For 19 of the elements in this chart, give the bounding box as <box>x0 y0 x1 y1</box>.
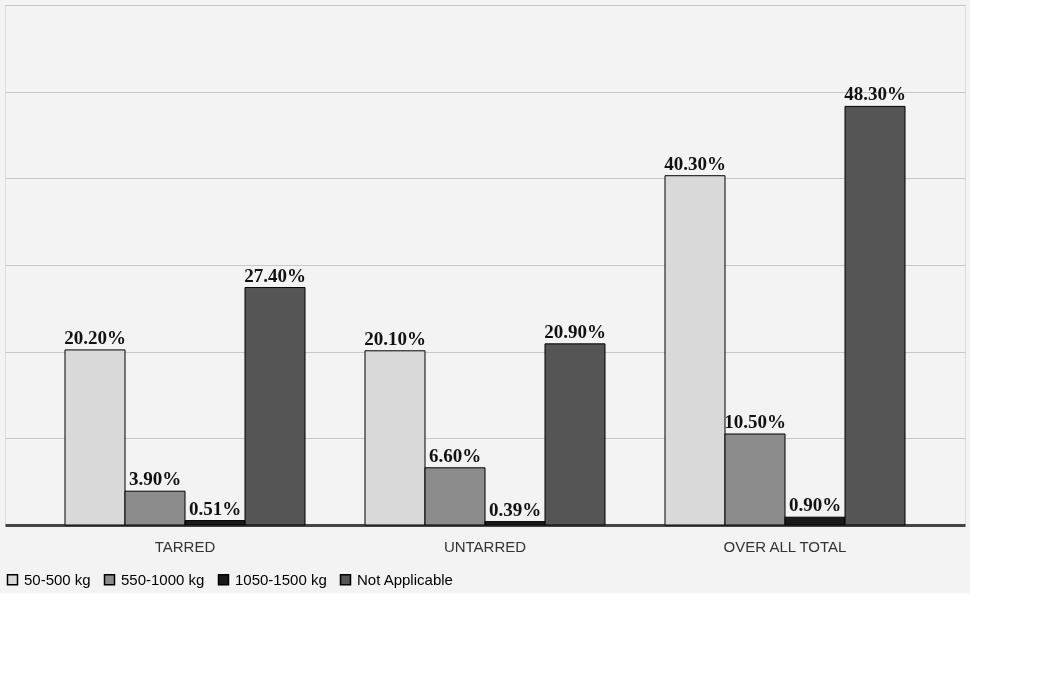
data-label: 3.90% <box>128 468 182 490</box>
data-label: 0.39% <box>488 498 542 520</box>
x-tick-label: OVER ALL TOTAL <box>723 537 847 555</box>
legend-label: 1050-1500 kg <box>235 570 327 588</box>
legend-label: Not Applicable <box>357 570 453 588</box>
data-label: 20.20% <box>64 326 126 348</box>
data-label: 48.30% <box>844 83 906 105</box>
legend-label: 50-500 kg <box>24 570 91 588</box>
data-label: 40.30% <box>664 152 726 174</box>
data-label: 20.10% <box>364 327 426 349</box>
data-label: 10.50% <box>724 411 786 432</box>
x-tick-label: TARRED <box>154 537 216 555</box>
legend-label: 550-1000 kg <box>121 570 205 588</box>
x-tick-label: UNTARRED <box>443 537 527 555</box>
data-label: 27.40% <box>244 264 306 286</box>
data-label: 0.90% <box>788 494 842 516</box>
data-label: 6.60% <box>428 444 482 466</box>
data-label: 20.90% <box>544 320 606 342</box>
data-label: 0.51% <box>188 497 242 519</box>
